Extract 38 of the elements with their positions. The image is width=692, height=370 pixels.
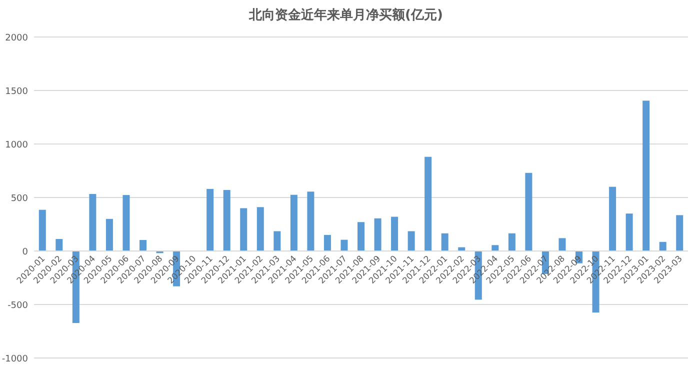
- bar: [374, 218, 382, 251]
- bar: [307, 192, 314, 251]
- y-tick-label: -1000: [2, 354, 28, 364]
- bar: [106, 218, 113, 251]
- bar: [122, 195, 130, 251]
- bar: [56, 239, 63, 251]
- bar: [358, 222, 364, 251]
- bar: [38, 210, 46, 251]
- bar: [424, 156, 432, 251]
- bar: [290, 194, 298, 251]
- bar: [240, 208, 248, 251]
- y-tick-label: 0: [22, 248, 28, 258]
- bar: [274, 231, 281, 251]
- bar: [626, 214, 633, 251]
- bar: [391, 216, 398, 251]
- bar: [89, 194, 96, 251]
- y-tick-label: 2000: [5, 34, 28, 44]
- bar: [508, 233, 516, 251]
- bar: [492, 245, 499, 251]
- bar: [441, 233, 448, 251]
- bar: [140, 240, 146, 251]
- bar: [609, 186, 616, 251]
- y-tick-label: -500: [8, 301, 28, 311]
- bar: [525, 172, 532, 251]
- bar: [256, 207, 264, 251]
- bar: [223, 190, 230, 251]
- bar: [676, 215, 684, 251]
- bar: [642, 100, 650, 251]
- y-tick-label: 1000: [5, 140, 28, 150]
- bar: [324, 234, 331, 251]
- bar: [408, 231, 415, 251]
- chart-title: 北向资金近年来单月净买额(亿元): [248, 7, 443, 23]
- y-tick-label: 500: [10, 194, 28, 204]
- bar: [206, 188, 214, 251]
- bar: [340, 240, 348, 251]
- bar: [558, 238, 566, 251]
- y-tick-label: 1500: [5, 87, 28, 97]
- bar: [659, 242, 666, 251]
